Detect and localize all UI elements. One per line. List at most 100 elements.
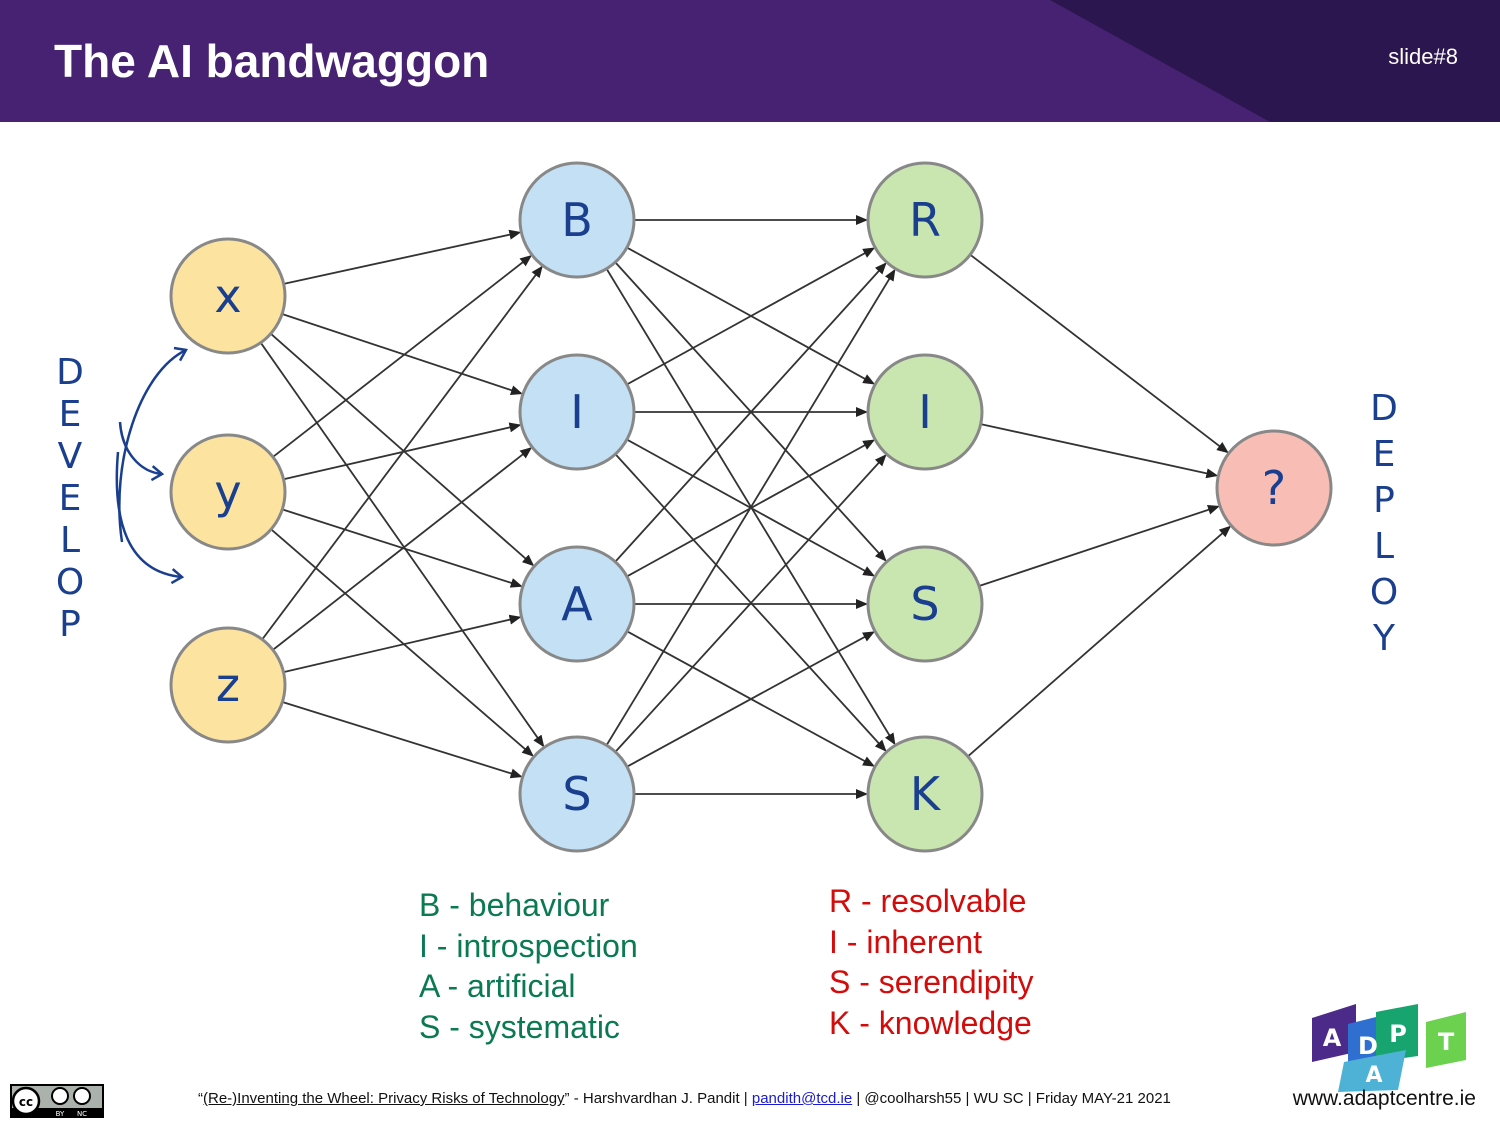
deploy-letter: O <box>1370 572 1398 613</box>
cc-label: cc <box>19 1095 33 1109</box>
develop-arrow-mid <box>118 421 165 482</box>
footer-quote-open: “ <box>198 1090 203 1107</box>
edge-x-B <box>283 229 522 285</box>
node-circle <box>518 161 636 279</box>
edge-z-A <box>283 614 522 673</box>
node-layer1-S1: S <box>518 735 636 853</box>
node-circle <box>866 735 984 853</box>
website-link[interactable]: www.adaptcentre.ie <box>1292 1087 1476 1110</box>
edge-A-R <box>614 262 887 563</box>
node-circle <box>866 161 984 279</box>
node-label: S <box>910 577 939 631</box>
node-label: ? <box>1262 461 1286 515</box>
node-layer1-I1: I <box>518 353 636 471</box>
talk-title-link[interactable]: (Re-)Inventing the Wheel: Privacy Risks … <box>203 1090 565 1107</box>
adapt-letter: T <box>1438 1028 1455 1056</box>
deploy-letter: D <box>1370 388 1398 429</box>
email-link[interactable]: pandith@tcd.ie <box>751 1090 853 1107</box>
edge-x-I1 <box>281 313 523 395</box>
cc-license-badge[interactable]: cc BY NC <box>10 1084 104 1118</box>
develop-letter: P <box>59 604 81 645</box>
node-circle <box>169 433 287 551</box>
node-label: x <box>214 269 241 323</box>
edge-S1-S2 <box>626 631 875 768</box>
legend-layer2: R - resolvable I - inherent S - serendip… <box>829 881 1034 1043</box>
node-layer1-A: A <box>518 545 636 663</box>
edge-I1-R <box>626 247 876 386</box>
node-label: I <box>918 385 932 439</box>
legend-item: S - systematic <box>419 1008 620 1045</box>
node-label: z <box>216 658 240 712</box>
adapt-letter: A <box>1365 1063 1382 1088</box>
edge-I2-out <box>980 423 1219 479</box>
nodes: x y z B I A S R I S K? <box>169 161 1333 853</box>
cc-by-label: BY <box>56 1110 65 1118</box>
develop-letter: E <box>59 394 82 435</box>
node-input-y: y <box>169 433 287 551</box>
edge-x-S1 <box>259 342 545 748</box>
deploy-letter: Y <box>1372 618 1396 659</box>
node-layer2-S2: S <box>866 545 984 663</box>
cc-nc-label: NC <box>77 1110 87 1118</box>
header-shade <box>1050 0 1500 122</box>
node-circle <box>518 545 636 663</box>
edge-K-out <box>967 525 1232 758</box>
node-circle <box>866 545 984 663</box>
edge-I1-K <box>614 453 887 752</box>
node-label: K <box>910 767 942 821</box>
adapt-letter: P <box>1389 1020 1407 1048</box>
node-circle <box>866 353 984 471</box>
edge-S2-out <box>978 505 1220 587</box>
edge-y-S1 <box>270 528 534 757</box>
legend-layer1: B - behaviour I - introspection A - arti… <box>419 885 638 1047</box>
develop-letter: D <box>56 352 84 393</box>
node-layer1-B: B <box>518 161 636 279</box>
develop-letter: E <box>59 478 82 519</box>
node-label: A <box>561 577 593 631</box>
slide-number: slide#8 <box>1388 44 1458 69</box>
node-circle <box>518 735 636 853</box>
node-input-x: x <box>169 237 287 355</box>
node-layer2-K: K <box>866 735 984 853</box>
edge-z-B <box>261 265 543 640</box>
edge-z-S1 <box>282 701 523 779</box>
deploy-letter: P <box>1373 480 1395 521</box>
header-bar: The AI bandwaggon slide#8 <box>0 0 1500 122</box>
node-output-out: ? <box>1215 429 1333 547</box>
node-label: y <box>214 465 241 519</box>
develop-letter: L <box>60 520 80 561</box>
slide-title: The AI bandwaggon <box>54 35 490 87</box>
develop-letter: V <box>58 436 83 477</box>
edges <box>259 215 1232 799</box>
footer-rest: | @coolharsh55 | WU SC | Friday MAY-21 2… <box>852 1090 1171 1107</box>
node-circle <box>1215 429 1333 547</box>
node-circle <box>518 353 636 471</box>
legend-item: B - behaviour <box>419 887 610 923</box>
node-label: S <box>562 767 591 821</box>
edge-y-A <box>281 508 523 588</box>
edge-y-I1 <box>283 422 522 481</box>
adapt-letter: A <box>1323 1024 1342 1052</box>
node-layer2-I2: I <box>866 353 984 471</box>
node-label: R <box>909 193 941 247</box>
legend-item: A - artificial <box>419 968 576 1004</box>
node-circle <box>169 626 287 744</box>
footer-author: - Harshvardhan J. Pandit | <box>569 1090 752 1107</box>
edge-S1-R <box>605 268 896 746</box>
legend-item: K - knowledge <box>829 1004 1032 1041</box>
footer-quote-close: ” <box>564 1090 570 1107</box>
node-input-z: z <box>169 626 287 744</box>
node-layer2-R: R <box>866 161 984 279</box>
adapt-letter: D <box>1358 1032 1378 1060</box>
footer-citation: “(Re-)Inventing the Wheel: Privacy Risks… <box>198 1090 1171 1107</box>
node-label: I <box>570 385 584 439</box>
legend-item: R - resolvable <box>829 883 1027 919</box>
deploy-letter: L <box>1374 526 1394 567</box>
edge-y-B <box>272 255 533 458</box>
edge-z-I1 <box>272 447 533 651</box>
develop-arrow-down <box>115 451 185 585</box>
edge-R-out <box>969 254 1229 454</box>
legend-item: S - serendipity <box>829 964 1034 1000</box>
